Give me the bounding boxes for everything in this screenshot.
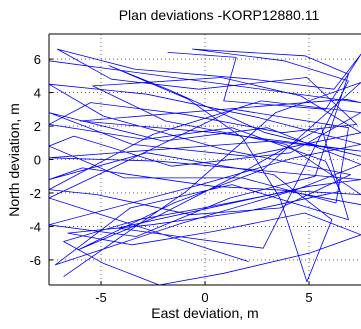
- x-axis-label: East deviation, m: [151, 305, 258, 321]
- data-lines: [49, 48, 361, 285]
- deviation-series-line: [49, 48, 361, 285]
- tick-labels: -5 0 5 6 4 2 0 -2 -4 -6: [29, 52, 312, 305]
- x-tick-label: 0: [201, 290, 208, 305]
- y-tick-label: -4: [29, 219, 41, 234]
- tick-marks: [49, 58, 310, 285]
- y-tick-label: 6: [34, 52, 41, 67]
- chart-title: Plan deviations -KORP12880.11: [119, 7, 320, 23]
- y-tick-label: -2: [29, 186, 41, 201]
- y-axis-label: North deviation, m: [6, 103, 22, 217]
- x-tick-label: 5: [305, 290, 312, 305]
- y-tick-label: 0: [34, 153, 41, 168]
- y-tick-label: 2: [34, 119, 41, 134]
- deviation-series-line: [49, 48, 361, 262]
- x-tick-label: -5: [95, 290, 107, 305]
- y-tick-label: -6: [29, 253, 41, 268]
- y-tick-label: 4: [34, 86, 41, 101]
